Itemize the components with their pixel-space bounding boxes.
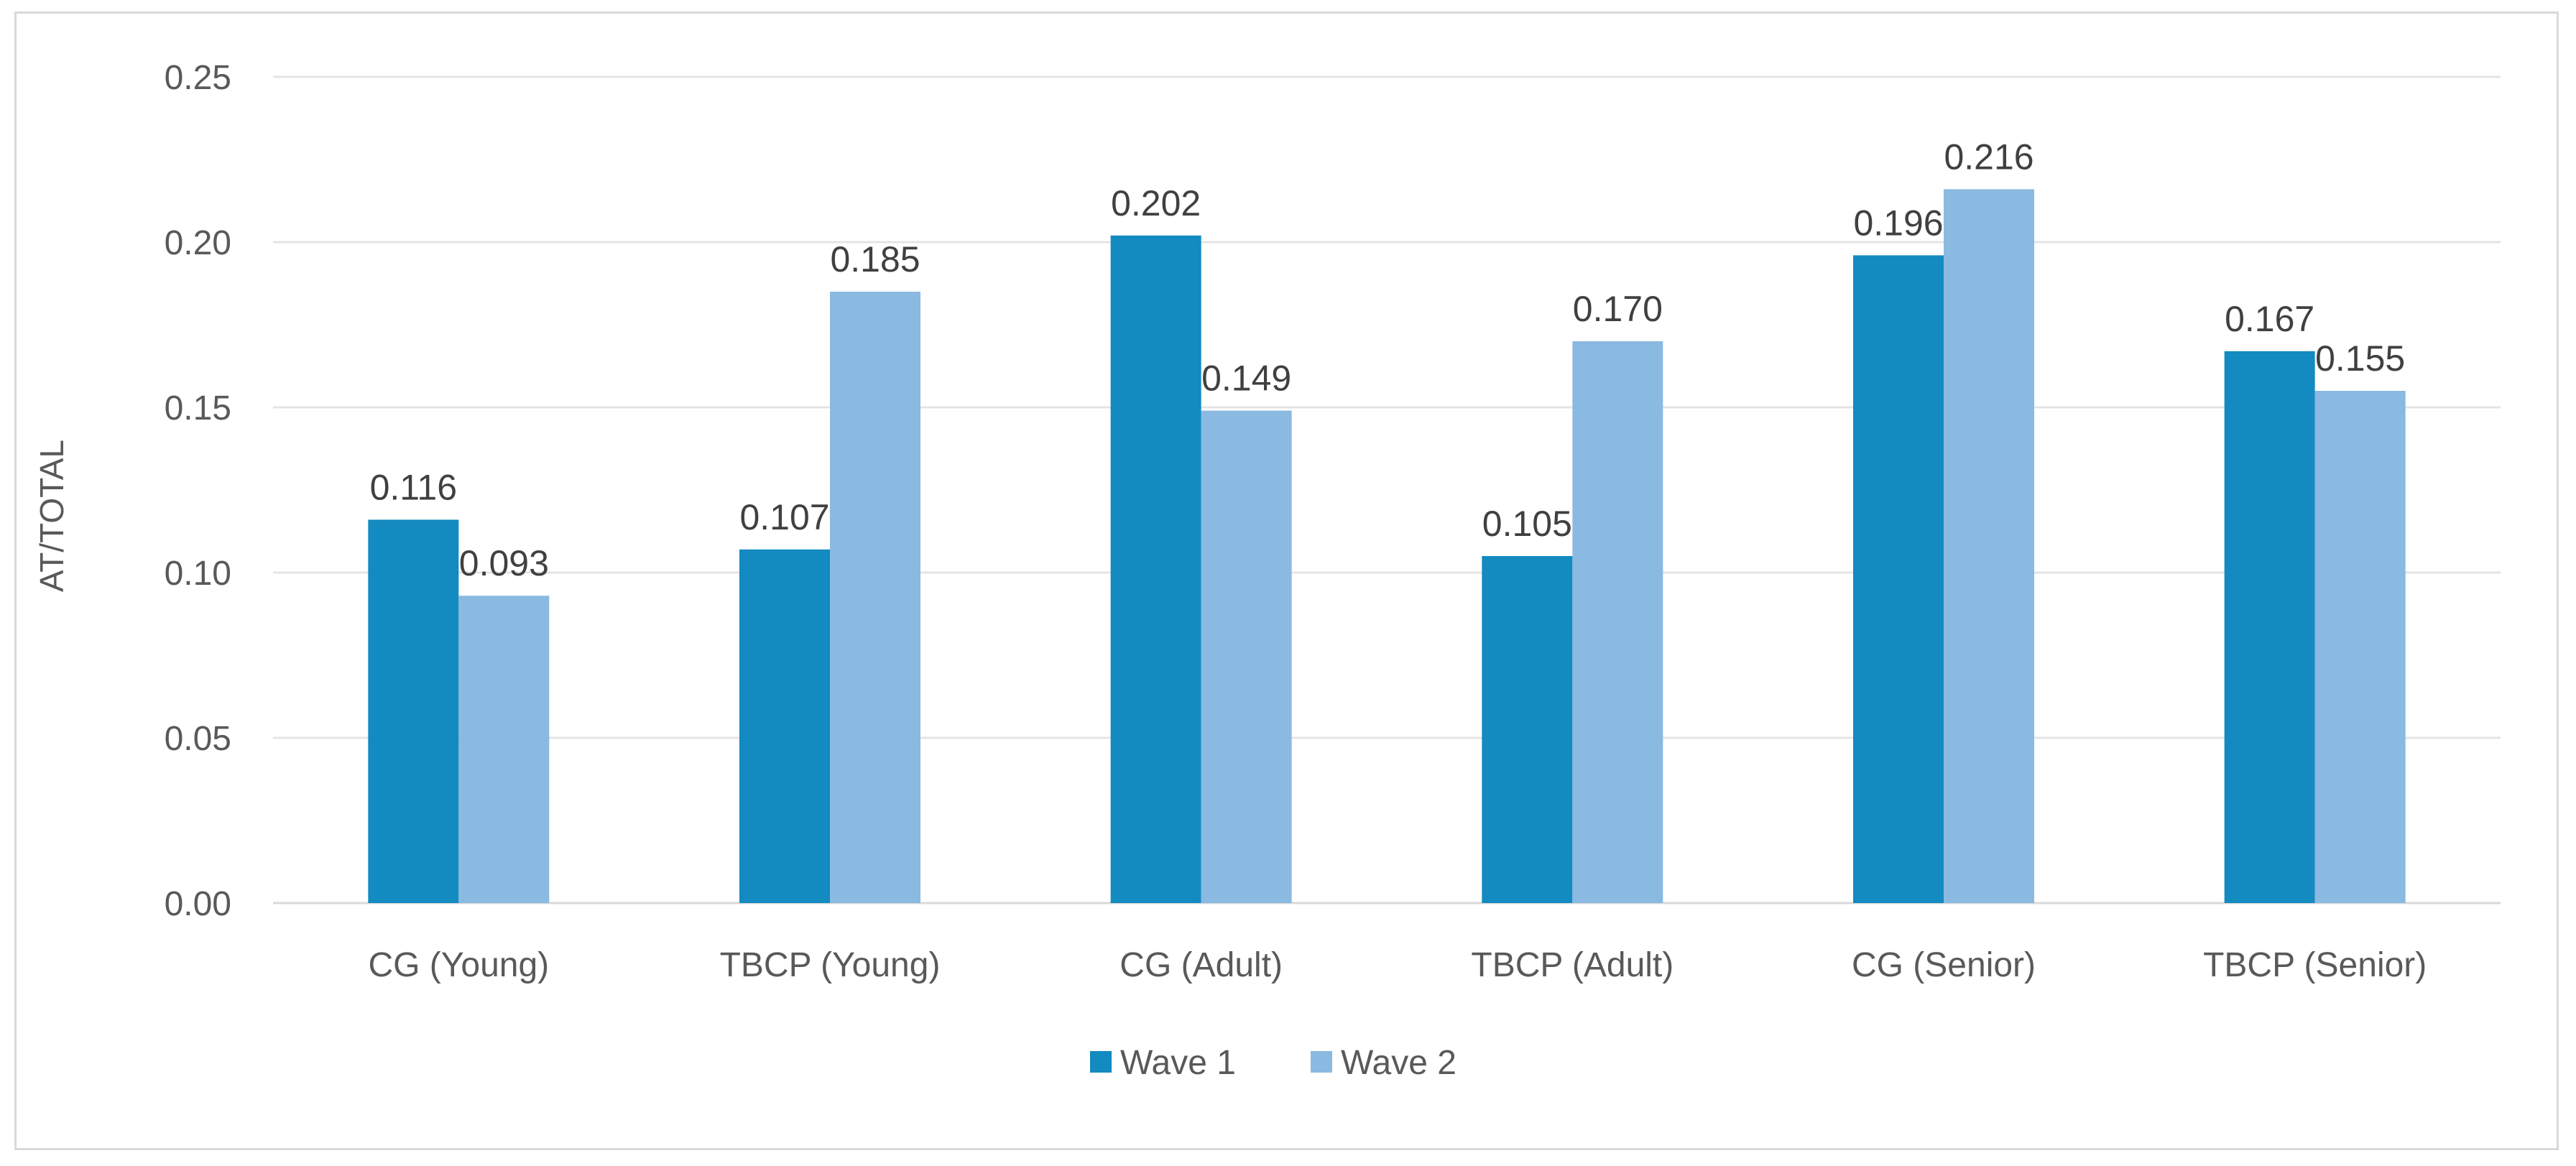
y-tick-label: 0.15 xyxy=(165,389,231,427)
data-label: 0.216 xyxy=(1944,137,2033,177)
x-tick-label: CG (Adult) xyxy=(1120,946,1283,984)
bar-wave-1 xyxy=(1482,556,1573,903)
y-tick-label: 0.05 xyxy=(165,720,231,758)
bar-wave-2 xyxy=(2314,391,2406,903)
bar-wave-2 xyxy=(1201,410,1292,903)
bar-wave-2 xyxy=(830,292,920,903)
bar-wave-1 xyxy=(368,519,459,903)
data-label: 0.167 xyxy=(2225,299,2314,339)
data-label: 0.149 xyxy=(1201,358,1291,399)
y-tick-label: 0.20 xyxy=(165,224,231,262)
x-tick-label: CG (Young) xyxy=(368,946,549,984)
gridlines xyxy=(273,75,2501,904)
data-label: 0.093 xyxy=(459,543,549,583)
bar-wave-2 xyxy=(1944,189,2034,903)
y-tick-label: 0.00 xyxy=(165,885,231,923)
bar-wave-1 xyxy=(1853,255,1944,903)
legend-label: Wave 1 xyxy=(1120,1044,1236,1082)
bar-wave-1 xyxy=(1110,235,1201,903)
bars xyxy=(368,189,2406,903)
x-tick-label: CG (Senior) xyxy=(1852,946,2036,984)
data-label: 0.155 xyxy=(2315,338,2405,379)
y-tick-label: 0.25 xyxy=(165,59,231,97)
data-label: 0.202 xyxy=(1111,183,1201,223)
x-tick-label: TBCP (Young) xyxy=(720,946,941,984)
bar-wave-1 xyxy=(2224,351,2315,903)
x-axis-categories: CG (Young) TBCP (Young) CG (Adult) TBCP (Ad… xyxy=(368,946,2427,984)
x-tick-label: TBCP (Adult) xyxy=(1471,946,1674,984)
data-label: 0.170 xyxy=(1573,289,1663,329)
legend-label: Wave 2 xyxy=(1341,1044,1456,1082)
data-label: 0.196 xyxy=(1853,203,1943,243)
data-label: 0.105 xyxy=(1482,504,1572,544)
data-label: 0.185 xyxy=(830,239,920,279)
data-label: 0.107 xyxy=(739,497,829,537)
legend: Wave 1 Wave 2 xyxy=(1090,1044,1456,1082)
x-tick-label: TBCP (Senior) xyxy=(2203,946,2427,984)
bar-wave-2 xyxy=(458,596,550,903)
bar-wave-1 xyxy=(739,549,830,903)
data-label: 0.116 xyxy=(370,467,457,507)
legend-swatch xyxy=(1090,1051,1112,1073)
bar-wave-2 xyxy=(1572,341,1663,903)
legend-swatch xyxy=(1311,1051,1332,1073)
y-tick-label: 0.10 xyxy=(165,555,231,593)
y-axis-label: AT/TOTAL xyxy=(33,440,70,592)
y-axis-ticks: 0.00 0.05 0.10 0.15 0.20 0.25 xyxy=(165,59,231,923)
